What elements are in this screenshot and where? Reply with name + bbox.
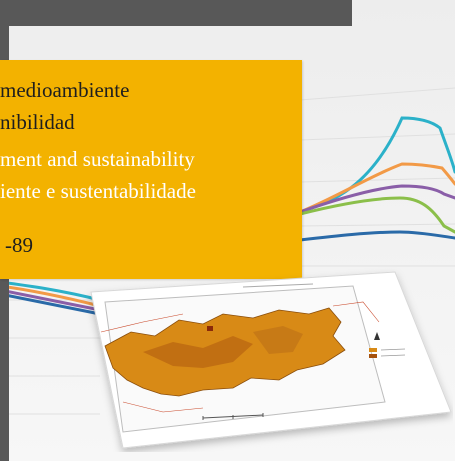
map-figure-card: [90, 271, 452, 449]
curve-purple: [298, 184, 455, 214]
curve-orange: [298, 162, 455, 214]
page-range: -89: [5, 233, 33, 257]
title-spanish-line1: medioambiente: [0, 78, 130, 102]
title-english: ment and sustainability: [0, 147, 195, 171]
article-title-panel: medioambiente nibilidad ment and sustain…: [0, 60, 302, 279]
curve-cyan: [298, 116, 455, 214]
top-dark-bar: [0, 0, 352, 26]
title-portuguese: iente e sustentabilidade: [0, 179, 196, 203]
title-spanish-line2: nibilidad: [0, 110, 75, 134]
curve-green: [298, 196, 455, 234]
curve-blue: [298, 230, 455, 242]
